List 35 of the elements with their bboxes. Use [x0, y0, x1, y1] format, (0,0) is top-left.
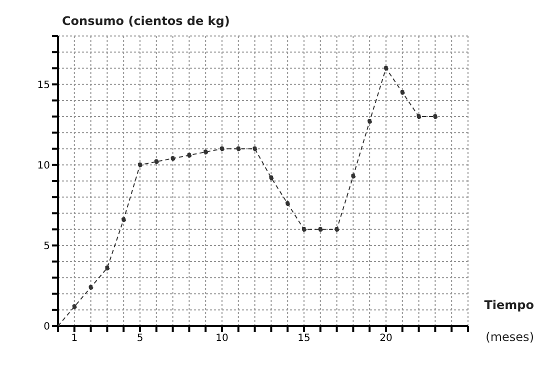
y-axis-title: Consumo (cientos de kg) [62, 14, 230, 28]
point [88, 284, 94, 290]
x-tick-label: 20 [380, 333, 392, 344]
y-tick-label: 0 [44, 322, 50, 333]
point [236, 146, 241, 152]
point [154, 159, 159, 164]
point [384, 66, 388, 71]
point [318, 226, 323, 232]
point [416, 114, 422, 120]
point [220, 146, 224, 152]
x-tick-label: 15 [298, 333, 310, 344]
point [350, 174, 356, 179]
point [432, 114, 438, 120]
text: (meses) [486, 330, 534, 344]
x-tick-label: 5 [136, 333, 144, 344]
point [72, 304, 77, 310]
point [104, 266, 110, 270]
point [121, 217, 126, 222]
point [285, 201, 290, 206]
point [302, 226, 306, 232]
point [138, 162, 142, 168]
y-tick-label: 10 [37, 160, 50, 172]
y-tick-label: 15 [37, 80, 50, 91]
point [203, 150, 208, 154]
x-tick-label: 10 [216, 333, 228, 344]
point [186, 152, 192, 158]
point [170, 156, 176, 161]
point [400, 90, 405, 95]
point [334, 226, 340, 232]
x-tick-label: 1 [71, 333, 78, 344]
point [268, 175, 274, 180]
point [252, 146, 258, 152]
y-tick-label: 5 [44, 240, 50, 252]
point [367, 118, 372, 124]
x-axis-title: Tiempo [484, 298, 534, 312]
